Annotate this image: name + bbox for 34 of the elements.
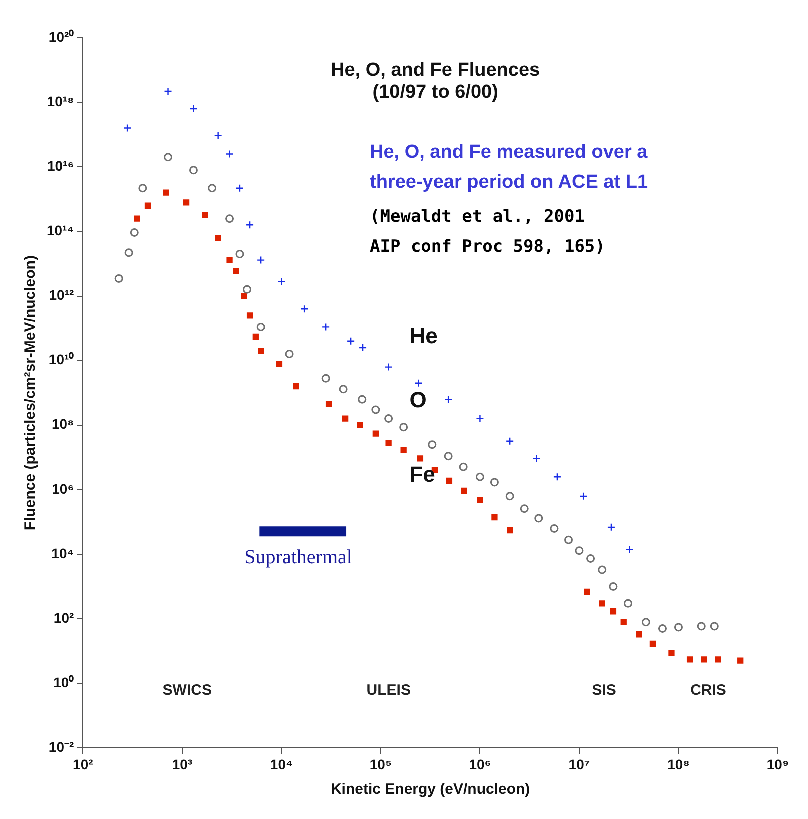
annotation: Suprathermal xyxy=(244,546,353,569)
y-tick-label: 10¹⁰ xyxy=(48,352,74,368)
x-tick-label: 10⁵ xyxy=(370,756,392,772)
annotation: ULEIS xyxy=(366,682,411,699)
x-tick-label: 10⁹ xyxy=(766,756,790,772)
y-axis-title: Fluence (particles/cm²sr-MeV/nucleon) xyxy=(22,256,40,531)
x-tick-label: 10⁷ xyxy=(568,756,590,772)
y-tick-label: 10⁶ xyxy=(52,480,74,497)
annotation: CRIS xyxy=(690,682,726,699)
text: He, O, and Fe Fluences xyxy=(331,60,540,81)
series-label: He xyxy=(410,323,438,348)
series-label: O xyxy=(410,387,427,412)
y-tick-label: 10¹⁶ xyxy=(47,158,74,174)
annotation: He, O, and Fe measured over a three-year period on ACE at L1 xyxy=(370,142,648,193)
x-tick-label: 10³ xyxy=(172,756,193,772)
x-tick-label: 10⁸ xyxy=(668,756,690,772)
y-tick-label: 10¹⁴ xyxy=(46,222,74,239)
y-tick-label: 10⁴ xyxy=(52,545,74,562)
x-tick-label: 10² xyxy=(73,756,94,772)
x-axis-title: Kinetic Energy (eV/nucleon) xyxy=(330,781,530,798)
y-tick-label: 10⁸ xyxy=(52,416,74,432)
y-tick-label: 10⁻² xyxy=(48,739,74,756)
y-tick-label: 10² xyxy=(54,610,74,626)
y-tick-label: 10²⁰ xyxy=(48,28,74,45)
annotation: SWICS xyxy=(162,682,212,699)
y-tick-label: 10⁰ xyxy=(54,674,74,690)
annotation: SIS xyxy=(592,682,616,699)
x-tick-label: 10⁴ xyxy=(270,756,294,772)
series-label: Fe xyxy=(410,462,436,487)
y-tick-label: 10¹² xyxy=(49,287,74,304)
annotation: (Mewaldt et al., 2001 AIP conf Proc 598, 165) xyxy=(370,207,606,257)
x-tick-label: 10⁶ xyxy=(469,756,492,772)
text: (10/97 to 6/00) xyxy=(372,82,498,103)
y-tick-label: 10¹⁸ xyxy=(47,93,74,110)
